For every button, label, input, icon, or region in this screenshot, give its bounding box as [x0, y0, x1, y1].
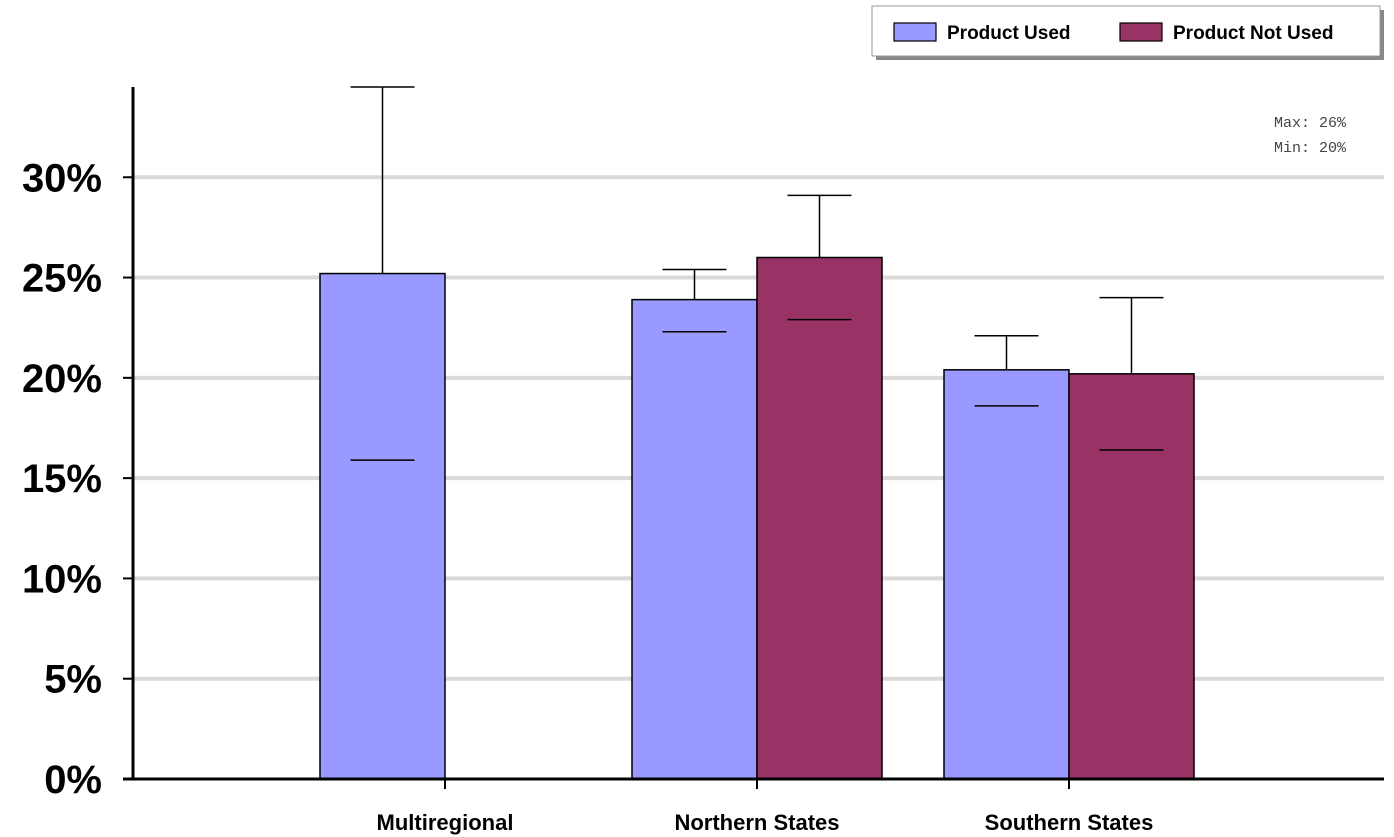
- y-tick-label: 20%: [22, 357, 102, 401]
- legend-swatch-product-used: [893, 22, 937, 42]
- legend-label-product-not-used: Product Not Used: [1173, 23, 1333, 44]
- y-tick-labels: 0% 5% 10% 15% 20% 25% 30%: [22, 156, 102, 802]
- y-tick-label: 5%: [44, 658, 102, 702]
- y-tick-label: 10%: [22, 557, 102, 601]
- min-max-annotation: Max: 26% Min: 20%: [1274, 115, 1347, 157]
- y-tick-label: 15%: [22, 457, 102, 501]
- min-annotation: Min: 20%: [1274, 140, 1347, 157]
- max-annotation: Max: 26%: [1274, 115, 1347, 132]
- legend-swatch-product-not-used: [1119, 22, 1163, 42]
- bar: [319, 272, 446, 780]
- y-tick-label: 25%: [22, 257, 102, 301]
- x-tick-label: Northern States: [674, 810, 839, 835]
- legend-label-product-used: Product Used: [947, 23, 1071, 44]
- x-tick-label: Southern States: [985, 810, 1154, 835]
- y-tick-label: 30%: [22, 156, 102, 200]
- x-tick-label: Multiregional: [377, 810, 514, 835]
- bar: [756, 256, 883, 780]
- bars: [319, 256, 1195, 780]
- bar: [631, 298, 758, 780]
- axes: [123, 87, 1384, 789]
- legend: Product Used Product Not Used: [871, 5, 1384, 60]
- bar: [1068, 373, 1195, 780]
- error-bars: [350, 86, 1164, 461]
- x-tick-labels: Multiregional Northern States Southern Sta…: [377, 810, 1154, 835]
- bar: [943, 369, 1070, 780]
- y-tick-label: 0%: [44, 758, 102, 802]
